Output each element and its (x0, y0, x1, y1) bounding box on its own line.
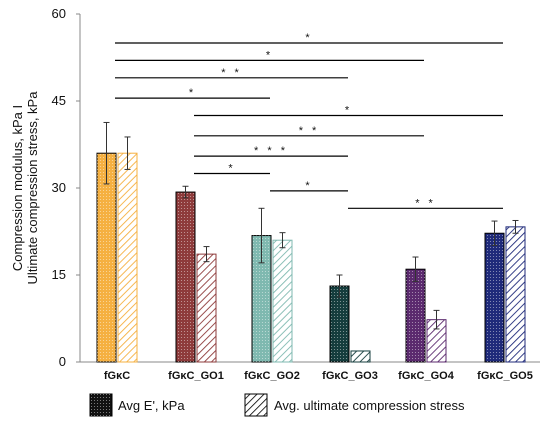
significance-label-5: * (345, 105, 352, 117)
legend-swatch-hatch (244, 393, 268, 417)
y-tick-label-1: 15 (52, 267, 66, 282)
y-tick-label-2: 30 (52, 180, 66, 195)
bar-texture-1-series-1 (97, 153, 116, 362)
bar-6-series-2 (505, 226, 526, 363)
bars (96, 152, 526, 363)
bar-4-series-2 (350, 350, 371, 363)
category-label-6: fGκC_GO5 (477, 370, 533, 382)
y-axis-title: Compression modulus, kPa I Ultimate comp… (10, 91, 40, 285)
category-label-4: fGκC_GO3 (322, 370, 378, 382)
bar-texture-6-series-1 (485, 233, 504, 362)
significance-label-1: * (305, 32, 312, 44)
bar-1-series-2 (117, 152, 138, 363)
bar-3-series-2 (272, 239, 293, 363)
y-axis-title-line-1: Compression modulus, kPa I (10, 105, 25, 271)
significance-brackets: * * * * * * * * * * * * * * * (115, 32, 503, 209)
category-label-5: fGκC_GO4 (398, 370, 455, 382)
category-label-2: fGκC_GO1 (168, 370, 224, 382)
y-tick-label-3: 45 (52, 93, 66, 108)
significance-label-9: * (305, 180, 312, 192)
bar-2-series-2 (196, 253, 217, 363)
category-label-3: fGκC_GO2 (244, 370, 300, 382)
significance-label-3: * * (221, 67, 242, 79)
significance-label-2: * (266, 49, 273, 61)
category-labels: fGκC fGκC_GO1 fGκC_GO2 fGκC_GO3 fGκC_GO4 fGκC… (104, 370, 533, 382)
y-tick-label-0: 0 (59, 354, 66, 369)
error-bars (103, 121, 519, 330)
significance-label-6: * * (299, 125, 320, 137)
y-axis-ticks: 0 15 30 45 60 (52, 6, 80, 369)
significance-label-10: * * (415, 197, 436, 209)
significance-label-8: * (228, 163, 235, 175)
category-label-1: fGκC (104, 370, 130, 382)
significance-label-4: * (189, 87, 196, 99)
bar-texture-5-series-1 (406, 269, 425, 362)
bar-texture-3-series-1 (252, 235, 271, 362)
bar-texture-2-series-1 (176, 192, 195, 362)
y-tick-label-4: 60 (52, 6, 66, 21)
significance-label-7: * * * (254, 145, 288, 157)
legend-label-series-2: Avg. ultimate compression stress (274, 398, 465, 413)
legend-label-series-1: Avg E', kPa (118, 398, 185, 413)
y-axis-title-line-2: Ultimate compression stress, kPa (25, 91, 40, 285)
legend-swatch-dots-texture (90, 394, 112, 416)
legend: Avg E', kPa Avg. ultimate compression st… (89, 393, 465, 417)
bar-texture-4-series-1 (330, 286, 349, 362)
